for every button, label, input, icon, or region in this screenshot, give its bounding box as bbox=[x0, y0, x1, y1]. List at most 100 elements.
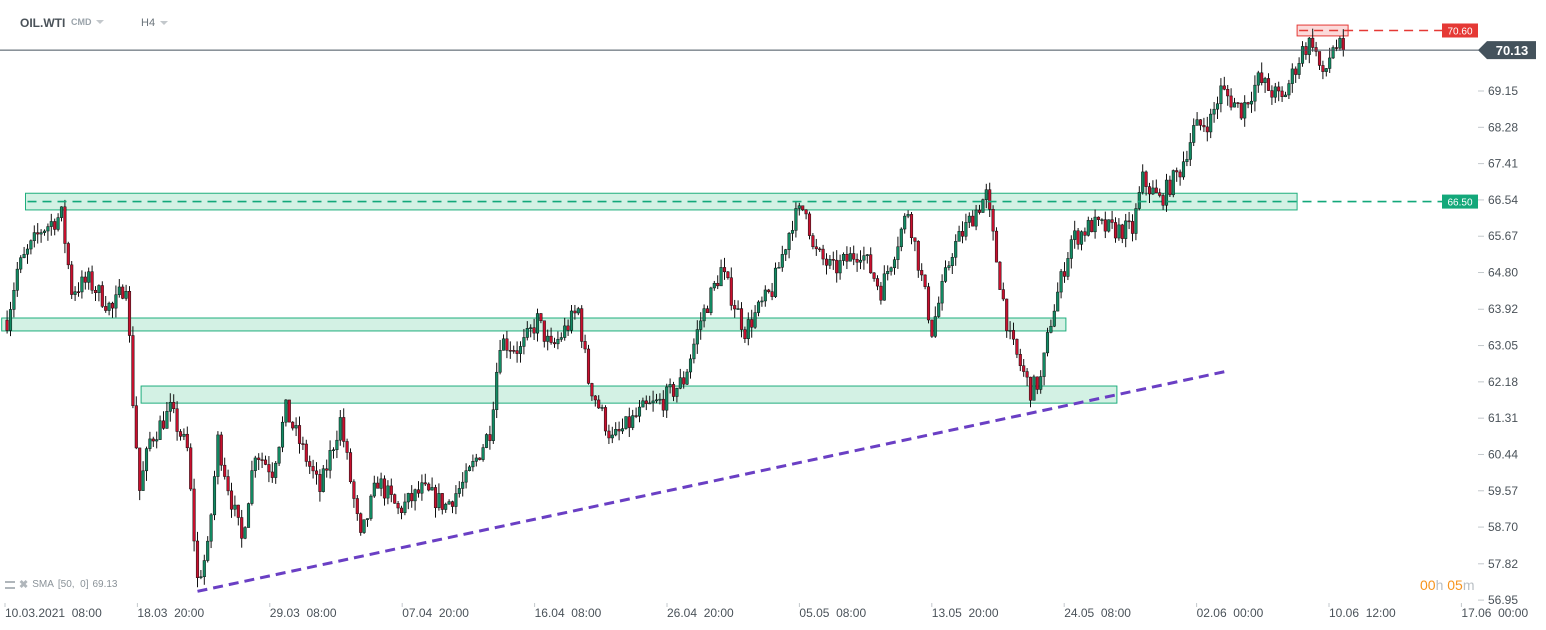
bullish-candle bbox=[1273, 86, 1277, 98]
bearish-candle bbox=[1005, 298, 1009, 331]
bullish-candle bbox=[964, 222, 968, 237]
bearish-candle bbox=[807, 213, 812, 236]
bearish-candle bbox=[423, 482, 427, 485]
indicator-name: SMA bbox=[32, 579, 54, 590]
bullish-candle bbox=[899, 228, 903, 248]
bullish-candle bbox=[12, 290, 16, 310]
bearish-candle bbox=[586, 348, 591, 384]
bullish-candle bbox=[471, 461, 475, 468]
bullish-candle bbox=[797, 205, 801, 209]
bearish-candle bbox=[236, 504, 240, 518]
bullish-candle bbox=[794, 208, 798, 231]
bearish-candle bbox=[804, 209, 808, 215]
bullish-candle bbox=[641, 400, 645, 408]
bearish-candle bbox=[161, 420, 166, 429]
bearish-candle bbox=[175, 408, 179, 432]
bearish-candle bbox=[726, 271, 730, 278]
bullish-candle bbox=[892, 259, 897, 269]
x-tick-label: 17.06 00:00 bbox=[1461, 606, 1528, 620]
bearish-candle bbox=[478, 457, 482, 460]
bearish-candle bbox=[223, 464, 227, 477]
bearish-candle bbox=[920, 270, 924, 276]
bullish-candle bbox=[600, 407, 604, 409]
bullish-candle bbox=[546, 335, 550, 342]
bullish-candle bbox=[841, 254, 846, 261]
bullish-candle bbox=[495, 371, 499, 410]
bearish-candle bbox=[814, 246, 818, 250]
bullish-candle bbox=[22, 253, 26, 258]
bearish-candle bbox=[733, 305, 737, 310]
bullish-candle bbox=[1164, 179, 1169, 206]
y-tick-label: 68.28 bbox=[1488, 120, 1518, 134]
bullish-candle bbox=[688, 358, 693, 373]
bearish-candle bbox=[916, 241, 920, 271]
bearish-candle bbox=[869, 254, 873, 274]
bullish-candle bbox=[1185, 159, 1189, 162]
bearish-candle bbox=[348, 452, 353, 482]
bullish-candle bbox=[719, 267, 723, 287]
bullish-candle bbox=[1151, 187, 1155, 195]
bullish-candle bbox=[444, 503, 448, 510]
bearish-candle bbox=[325, 468, 329, 471]
bullish-candle bbox=[284, 399, 288, 423]
bullish-candle bbox=[1008, 330, 1012, 332]
bullish-candle bbox=[1086, 220, 1090, 236]
bullish-candle bbox=[168, 401, 172, 412]
bullish-candle bbox=[753, 312, 757, 328]
x-tick-label: 02.06 00:00 bbox=[1197, 606, 1264, 620]
bullish-candle bbox=[896, 246, 900, 260]
bullish-candle bbox=[461, 481, 465, 489]
bullish-candle bbox=[746, 319, 750, 339]
bullish-candle bbox=[1141, 171, 1145, 193]
bullish-candle bbox=[665, 386, 669, 411]
bullish-candle bbox=[49, 221, 53, 227]
timeframe-selector[interactable]: H4 bbox=[141, 17, 156, 29]
bearish-candle bbox=[131, 335, 135, 406]
bearish-candle bbox=[192, 488, 196, 542]
y-tick-label: 61.31 bbox=[1488, 411, 1518, 425]
close-icon[interactable]: ✖ bbox=[19, 579, 29, 591]
timer-minutes-unit: m bbox=[1462, 577, 1475, 593]
bullish-candle bbox=[614, 429, 618, 436]
y-tick-label: 63.92 bbox=[1488, 302, 1518, 316]
bullish-candle bbox=[974, 209, 978, 227]
bearish-candle bbox=[263, 459, 268, 465]
bullish-candle bbox=[1188, 142, 1192, 160]
bullish-candle bbox=[464, 470, 468, 483]
bullish-candle bbox=[386, 485, 390, 499]
bullish-candle bbox=[335, 439, 339, 450]
bearish-candle bbox=[1096, 216, 1101, 220]
bullish-candle bbox=[1243, 102, 1247, 119]
bearish-candle bbox=[134, 405, 138, 449]
bullish-candle bbox=[277, 446, 281, 464]
bullish-candle bbox=[556, 339, 560, 345]
bullish-candle bbox=[950, 257, 954, 266]
bearish-candle bbox=[36, 232, 40, 235]
bullish-candle bbox=[97, 285, 101, 294]
bullish-candle bbox=[937, 302, 941, 317]
bearish-candle bbox=[977, 209, 982, 213]
bullish-candle bbox=[760, 300, 764, 303]
bearish-candle bbox=[93, 289, 98, 294]
y-tick-label: 65.67 bbox=[1488, 229, 1518, 243]
bullish-candle bbox=[1107, 219, 1111, 232]
bullish-candle bbox=[501, 338, 506, 351]
timer-hours-unit: h bbox=[1435, 577, 1444, 593]
bearish-candle bbox=[1001, 289, 1005, 300]
x-tick-label: 10.03.2021 08:00 bbox=[5, 606, 102, 620]
bullish-candle bbox=[80, 276, 84, 293]
chevron-down-icon[interactable] bbox=[160, 21, 168, 25]
list-icon[interactable] bbox=[5, 580, 15, 589]
instrument-type[interactable]: CMD bbox=[71, 17, 92, 27]
bullish-candle bbox=[114, 294, 118, 309]
bullish-candle bbox=[294, 425, 298, 429]
chevron-down-icon[interactable] bbox=[96, 20, 104, 24]
symbol-selector[interactable]: OIL.WTI bbox=[20, 16, 66, 30]
bullish-candle bbox=[32, 232, 36, 241]
bearish-candle bbox=[770, 291, 774, 297]
bearish-candle bbox=[257, 457, 261, 460]
bearish-candle bbox=[318, 474, 322, 492]
bullish-candle bbox=[182, 433, 186, 437]
bearish-candle bbox=[308, 461, 312, 467]
